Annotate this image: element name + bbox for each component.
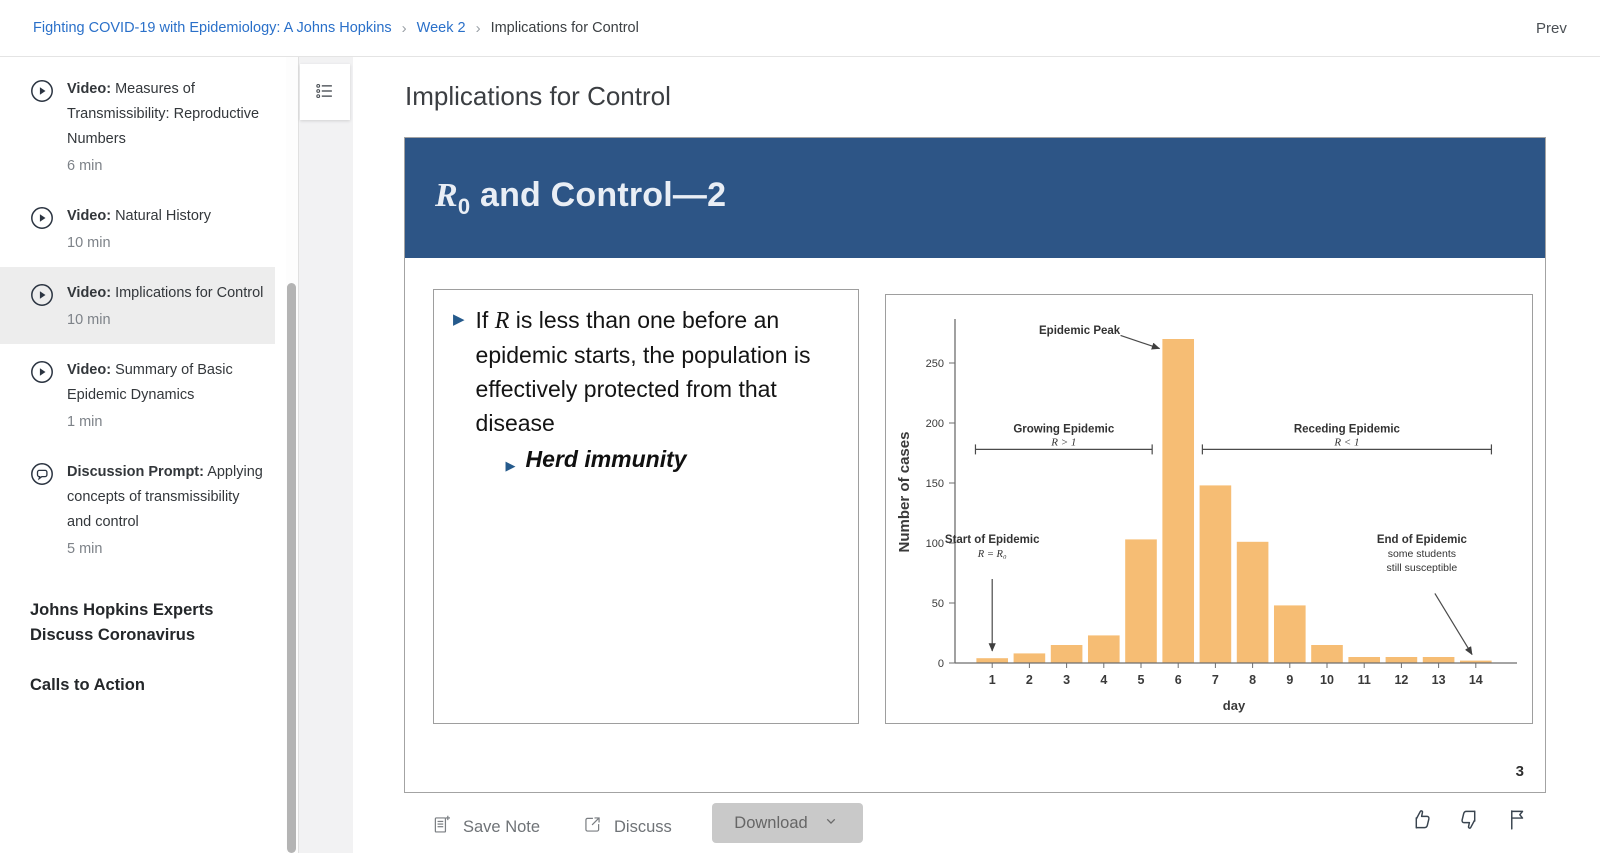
svg-text:150: 150: [926, 478, 944, 490]
external-link-icon: [582, 814, 603, 840]
sidebar-item[interactable]: Video: Measures of Transmissibility: Rep…: [0, 63, 275, 190]
sidebar-scrollbar[interactable]: [286, 57, 298, 853]
list-outline-icon: [314, 80, 336, 105]
svg-text:0: 0: [938, 658, 944, 670]
svg-text:12: 12: [1394, 673, 1408, 687]
slide-bullet-text: If R is less than one before an epidemic…: [476, 303, 838, 484]
flag-icon: [1511, 810, 1524, 830]
slide-page-number: 3: [1515, 763, 1524, 780]
tool-strip: [299, 57, 353, 853]
svg-text:Growing Epidemic: Growing Epidemic: [1013, 423, 1115, 435]
item-title: Video: Natural History: [67, 208, 211, 224]
svg-text:10: 10: [1320, 673, 1334, 687]
play-circle-icon: [30, 79, 54, 177]
play-circle-icon: [30, 360, 54, 433]
sidebar-scrollbar-thumb[interactable]: [287, 283, 296, 853]
bullet-triangle-icon: ▶: [453, 310, 465, 328]
report-flag-button[interactable]: [1505, 807, 1530, 835]
breadcrumb-current: Implications for Control: [490, 20, 639, 36]
sidebar-section-experts[interactable]: Johns Hopkins Experts Discuss Coronaviru…: [30, 601, 214, 644]
svg-text:13: 13: [1432, 673, 1446, 687]
outline-toggle-button[interactable]: [300, 64, 350, 120]
svg-text:14: 14: [1469, 673, 1483, 687]
svg-text:250: 250: [926, 358, 944, 370]
save-note-label: Save Note: [463, 817, 541, 836]
svg-text:End of Epidemic: End of Epidemic: [1377, 534, 1468, 546]
svg-text:4: 4: [1100, 673, 1107, 687]
chevron-down-icon: [821, 811, 841, 836]
play-circle-icon: [30, 206, 54, 254]
discuss-button[interactable]: Discuss: [582, 809, 672, 845]
svg-text:8: 8: [1249, 673, 1256, 687]
breadcrumb-separator-icon: ›: [475, 19, 481, 37]
sidebar-divider: [298, 57, 299, 853]
item-title: Video: Implications for Control: [67, 285, 264, 301]
breadcrumb-separator-icon: ›: [401, 19, 407, 37]
herd-immunity-text: Herd immunity: [525, 446, 687, 472]
svg-text:Epidemic Peak: Epidemic Peak: [1039, 325, 1121, 337]
download-label: Download: [734, 813, 808, 832]
course-outline-sidebar: Video: Measures of Transmissibility: Rep…: [0, 57, 286, 853]
slide-title: R0 and Control—2: [435, 176, 727, 219]
svg-text:3: 3: [1063, 673, 1070, 687]
slide-header: R0 and Control—2: [405, 138, 1545, 258]
svg-text:5: 5: [1138, 673, 1145, 687]
sidebar-item[interactable]: Video: Natural History 10 min: [0, 190, 275, 267]
download-button[interactable]: Download: [712, 803, 863, 843]
svg-text:R = R₀: R = R₀: [977, 549, 1007, 560]
item-duration: 10 min: [67, 235, 111, 251]
thumbs-down-icon: [1461, 810, 1476, 829]
thumbs-down-button[interactable]: [1457, 807, 1482, 835]
sidebar-section-calls[interactable]: Calls to Action: [30, 676, 145, 694]
breadcrumb-week-link[interactable]: Week 2: [416, 20, 466, 36]
item-duration: 6 min: [67, 158, 103, 174]
thumbs-up-button[interactable]: [1409, 807, 1434, 835]
item-title: Discussion Prompt: Applying concepts of …: [67, 464, 263, 530]
item-title: Video: Summary of Basic Epidemic Dynamic…: [67, 362, 233, 403]
svg-text:7: 7: [1212, 673, 1219, 687]
play-circle-icon: [30, 283, 54, 331]
note-plus-icon: [431, 814, 452, 840]
epidemic-curve-figure: 0 50 100 150 200 250 1 2 3 4 5 6 7 8 9 10 11 12 13 14 day Num…: [885, 294, 1533, 724]
prev-nav-button[interactable]: Prev: [1536, 20, 1567, 37]
svg-text:2: 2: [1026, 673, 1033, 687]
sidebar-item[interactable]: Video: Implications for Control 10 min: [0, 267, 275, 344]
item-title: Video: Measures of Transmissibility: Rep…: [67, 81, 260, 147]
svg-text:R > 1: R > 1: [1050, 436, 1076, 448]
bullet-triangle-icon: ▶: [505, 459, 516, 474]
svg-text:200: 200: [926, 418, 944, 430]
svg-text:Start of Epidemic: Start of Epidemic: [945, 534, 1040, 546]
item-duration: 5 min: [67, 541, 103, 557]
sidebar-item[interactable]: Discussion Prompt: Applying concepts of …: [0, 446, 275, 573]
slide-text-box: ▶ If R is less than one before an epidem…: [433, 289, 859, 724]
save-note-button[interactable]: Save Note: [431, 809, 540, 845]
item-duration: 1 min: [67, 414, 103, 430]
feedback-controls: [1409, 807, 1530, 835]
svg-text:still susceptible: still susceptible: [1387, 562, 1458, 574]
svg-text:100: 100: [926, 538, 944, 550]
svg-text:11: 11: [1358, 673, 1371, 687]
svg-text:6: 6: [1175, 673, 1182, 687]
sidebar-item[interactable]: Video: Summary of Basic Epidemic Dynamic…: [0, 344, 275, 446]
breadcrumb-course-link[interactable]: Fighting COVID-19 with Epidemiology: A J…: [33, 20, 392, 36]
discussion-circle-icon: [30, 462, 54, 560]
svg-text:9: 9: [1286, 673, 1293, 687]
svg-text:day: day: [1223, 698, 1246, 713]
discuss-label: Discuss: [614, 817, 672, 836]
item-duration: 10 min: [67, 312, 111, 328]
breadcrumb: Fighting COVID-19 with Epidemiology: A J…: [0, 0, 1600, 57]
slide-image: R0 and Control—2 ▶ If R is less than one…: [404, 137, 1546, 793]
svg-text:R < 1: R < 1: [1333, 436, 1359, 448]
lecture-main-panel: Implications for Control R0 and Control—…: [353, 57, 1600, 853]
page-title: Implications for Control: [405, 81, 671, 111]
thumbs-up-icon: [1415, 810, 1430, 829]
svg-text:Number of cases: Number of cases: [896, 432, 913, 553]
svg-text:Receding Epidemic: Receding Epidemic: [1294, 423, 1401, 435]
svg-text:50: 50: [932, 598, 944, 610]
svg-text:some students: some students: [1388, 548, 1456, 560]
svg-text:1: 1: [989, 673, 996, 687]
